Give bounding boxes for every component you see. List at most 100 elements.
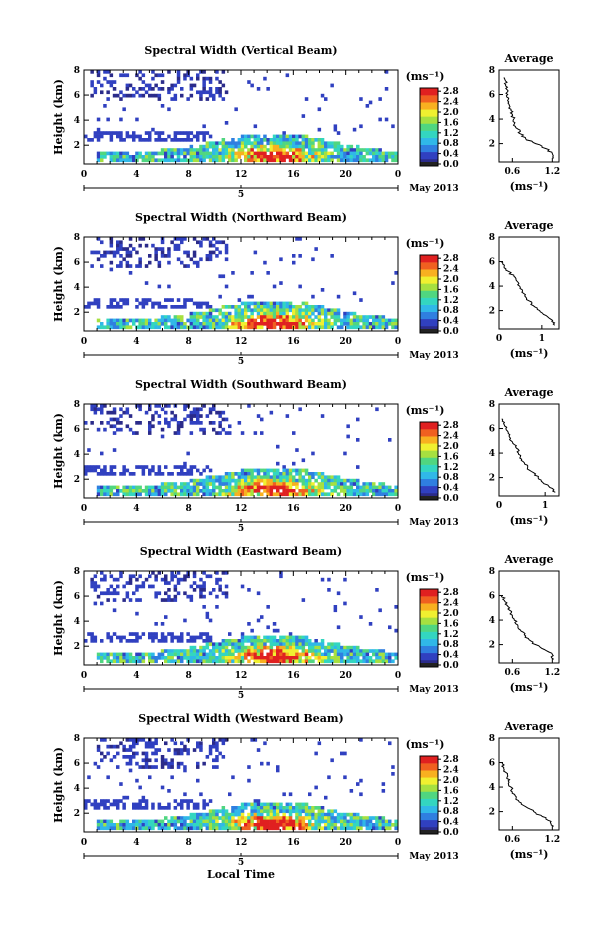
heatmap-cell — [100, 601, 104, 606]
heatmap-cell — [196, 478, 200, 483]
colorbar-tick-label: 1.2 — [443, 463, 459, 473]
heatmap-cell — [247, 325, 251, 330]
heatmap-cell — [154, 622, 158, 626]
heatmap-cell — [317, 812, 322, 817]
heatmap-cell — [224, 584, 229, 589]
heatmap-cell — [314, 322, 318, 326]
heatmap-cell — [285, 809, 290, 814]
colorbar-tick-label: 0.4 — [443, 317, 459, 327]
heatmap-cell — [100, 421, 104, 425]
heatmap-cell — [196, 325, 200, 330]
heatmap-cell — [250, 635, 254, 640]
heatmap-cell — [148, 254, 152, 258]
heatmap-cell — [240, 315, 245, 319]
heatmap-cell — [148, 131, 152, 135]
heatmap-cell — [301, 482, 306, 486]
x-tick-label: 8 — [186, 337, 192, 347]
heatmap-cell — [378, 652, 382, 657]
heatmap-cell — [330, 812, 334, 817]
heatmap-cell — [282, 141, 286, 146]
heatmap-cell — [308, 318, 312, 323]
heatmap-cell — [154, 131, 158, 135]
heatmap-cell — [372, 158, 376, 163]
heatmap-cell — [269, 158, 274, 163]
heatmap-cell — [128, 823, 133, 827]
heatmap-cell — [103, 151, 107, 156]
heatmap-cell — [234, 482, 238, 486]
heatmap-cell — [173, 594, 178, 599]
heatmap-cell — [119, 134, 123, 139]
heatmap-cell — [199, 649, 203, 653]
heatmap-cell — [96, 652, 101, 657]
heatmap-cell — [234, 158, 238, 163]
heatmap-cell — [365, 315, 370, 319]
heatmap-cell — [263, 305, 267, 309]
heatmap-cell — [388, 656, 392, 660]
heatmap-cell — [263, 322, 267, 326]
heatmap-cell — [215, 823, 219, 827]
heatmap-cell — [132, 158, 136, 163]
heatmap-cell — [183, 151, 187, 156]
heatmap-cell — [202, 632, 206, 636]
heatmap-cell — [138, 243, 142, 248]
heatmap-cell — [100, 83, 104, 88]
heatmap-cell — [301, 649, 306, 653]
heatmap-cell — [372, 322, 376, 326]
heatmap-cell — [311, 155, 315, 159]
heatmap-cell — [352, 148, 357, 152]
heatmap-cell — [276, 656, 280, 660]
heatmap-cell — [208, 744, 213, 749]
heatmap-cell — [317, 138, 322, 142]
heatmap-cell — [125, 492, 130, 497]
heatmap-cell — [151, 751, 155, 756]
heatmap-cell — [333, 127, 338, 132]
heatmap-cell — [288, 138, 293, 142]
heatmap-cell — [298, 489, 302, 493]
heatmap-cell — [160, 577, 165, 582]
heatmap-cell — [196, 151, 200, 156]
heatmap-cell — [192, 325, 197, 330]
heatmap-cell — [103, 485, 107, 490]
heatmap-cell — [215, 485, 219, 490]
heatmap-cell — [202, 325, 206, 330]
heatmap-cell — [394, 485, 398, 490]
heatmap-cell — [279, 308, 283, 313]
heatmap-cell — [221, 816, 226, 820]
heatmap-cell — [157, 73, 162, 78]
heatmap-cell — [189, 83, 194, 88]
heatmap-cell — [167, 485, 171, 490]
heatmap-cell — [250, 158, 254, 163]
heatmap-cell — [119, 635, 123, 640]
heatmap-cell — [224, 819, 229, 824]
heatmap-cell — [221, 274, 226, 279]
heatmap-cell — [112, 448, 117, 452]
heatmap-cell — [164, 404, 168, 408]
colorbar-swatch — [420, 798, 438, 806]
heatmap-cell — [336, 294, 341, 299]
heatmap-cell — [196, 652, 200, 657]
heatmap-cell — [109, 134, 114, 139]
heatmap-cell — [208, 144, 213, 149]
heatmap-cell — [282, 468, 286, 473]
heatmap-cell — [304, 816, 309, 820]
heatmap-cell — [221, 311, 226, 316]
heatmap-cell — [320, 809, 325, 814]
heatmap-cell — [368, 100, 373, 105]
heatmap-cell — [340, 485, 344, 490]
heatmap-cell — [176, 577, 181, 582]
heatmap-cell — [340, 482, 344, 486]
colorbar-tick-label: 1.6 — [443, 786, 459, 796]
heatmap-cell — [333, 318, 338, 323]
heatmap-cell — [116, 806, 120, 810]
heatmap-cell — [176, 581, 181, 585]
heatmap-cell — [199, 257, 203, 262]
heatmap-cell — [151, 652, 155, 657]
heatmap-cell — [167, 761, 171, 766]
heatmap-cell — [224, 151, 229, 156]
heatmap-cell — [100, 155, 104, 159]
heatmap-cell — [231, 472, 235, 476]
heatmap-cell — [279, 311, 283, 316]
heatmap-cell — [180, 158, 184, 163]
heatmap-cell — [215, 315, 219, 319]
heatmap-cell — [144, 325, 149, 330]
